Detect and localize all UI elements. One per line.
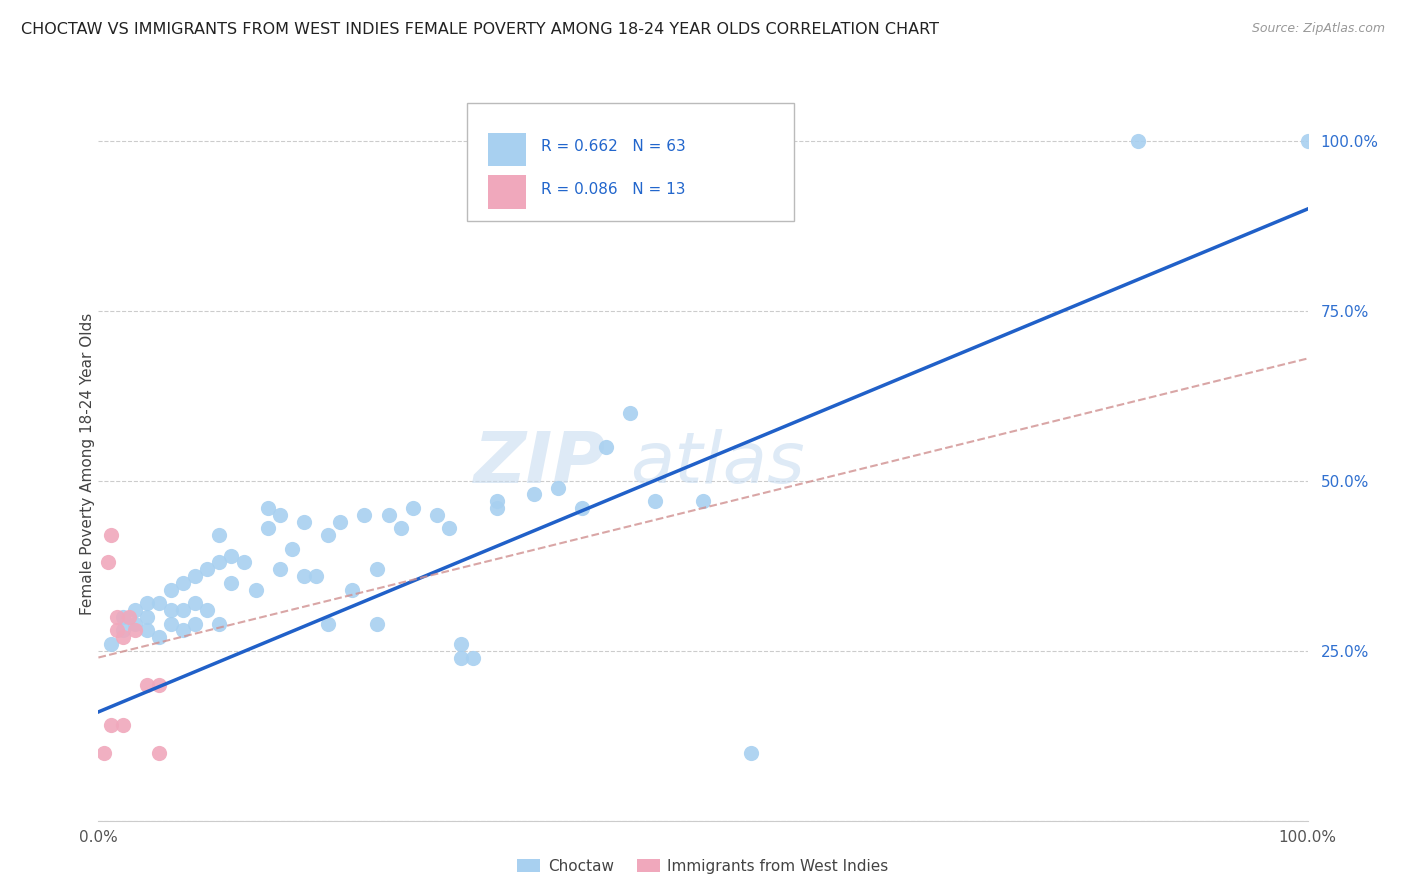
Point xyxy=(256,521,278,535)
Point xyxy=(316,528,339,542)
Point xyxy=(184,596,207,610)
Point xyxy=(269,562,291,576)
Point xyxy=(195,603,218,617)
Point xyxy=(148,630,170,644)
Point xyxy=(292,515,315,529)
Point xyxy=(172,603,194,617)
Point xyxy=(437,521,460,535)
Point xyxy=(740,746,762,760)
Point xyxy=(692,494,714,508)
Point xyxy=(184,569,207,583)
Point xyxy=(269,508,291,522)
FancyBboxPatch shape xyxy=(467,103,793,221)
Text: ZIP: ZIP xyxy=(474,429,606,499)
Point xyxy=(160,603,183,617)
Point xyxy=(135,624,157,638)
Point xyxy=(160,582,183,597)
Point xyxy=(111,609,134,624)
Point xyxy=(111,630,134,644)
Point xyxy=(426,508,449,522)
Text: R = 0.662   N = 63: R = 0.662 N = 63 xyxy=(541,139,686,153)
Point xyxy=(402,501,425,516)
Y-axis label: Female Poverty Among 18-24 Year Olds: Female Poverty Among 18-24 Year Olds xyxy=(80,313,94,615)
Text: R = 0.086   N = 13: R = 0.086 N = 13 xyxy=(541,182,686,196)
Point xyxy=(105,624,128,638)
Point xyxy=(148,678,170,692)
Point xyxy=(195,562,218,576)
Point xyxy=(377,508,399,522)
Point xyxy=(111,718,134,732)
Point xyxy=(281,541,304,556)
FancyBboxPatch shape xyxy=(488,133,526,166)
Point xyxy=(105,609,128,624)
Point xyxy=(450,650,472,665)
Point xyxy=(111,624,134,638)
Point xyxy=(619,406,641,420)
Point xyxy=(172,624,194,638)
Point xyxy=(97,555,120,569)
Point xyxy=(135,609,157,624)
Point xyxy=(232,555,254,569)
Point xyxy=(366,562,388,576)
Point xyxy=(208,616,231,631)
Point xyxy=(148,746,170,760)
Legend: Choctaw, Immigrants from West Indies: Choctaw, Immigrants from West Indies xyxy=(512,853,894,880)
Text: CHOCTAW VS IMMIGRANTS FROM WEST INDIES FEMALE POVERTY AMONG 18-24 YEAR OLDS CORR: CHOCTAW VS IMMIGRANTS FROM WEST INDIES F… xyxy=(21,22,939,37)
Point xyxy=(486,501,509,516)
Point xyxy=(135,596,157,610)
Point xyxy=(389,521,412,535)
Point xyxy=(208,528,231,542)
Point xyxy=(124,603,146,617)
Point xyxy=(366,616,388,631)
Point xyxy=(172,575,194,590)
FancyBboxPatch shape xyxy=(488,176,526,209)
Point xyxy=(184,616,207,631)
Point xyxy=(100,718,122,732)
Text: atlas: atlas xyxy=(630,429,806,499)
Point xyxy=(316,616,339,631)
Point xyxy=(463,650,485,665)
Point xyxy=(124,624,146,638)
Point xyxy=(221,575,243,590)
Point xyxy=(644,494,666,508)
Point xyxy=(353,508,375,522)
Point xyxy=(208,555,231,569)
Point xyxy=(1296,134,1319,148)
Point xyxy=(595,440,617,454)
Point xyxy=(486,494,509,508)
Point xyxy=(329,515,352,529)
Point xyxy=(118,609,141,624)
Point xyxy=(124,616,146,631)
Point xyxy=(93,746,115,760)
Text: Source: ZipAtlas.com: Source: ZipAtlas.com xyxy=(1251,22,1385,36)
Point xyxy=(450,637,472,651)
Point xyxy=(100,637,122,651)
Point xyxy=(256,501,278,516)
Point xyxy=(523,487,546,501)
Point xyxy=(571,501,593,516)
Point xyxy=(292,569,315,583)
Point xyxy=(1128,134,1150,148)
Point xyxy=(245,582,267,597)
Point xyxy=(148,596,170,610)
Point xyxy=(547,481,569,495)
Point xyxy=(305,569,328,583)
Point xyxy=(160,616,183,631)
Point xyxy=(100,528,122,542)
Point xyxy=(342,582,364,597)
Point xyxy=(221,549,243,563)
Point xyxy=(135,678,157,692)
